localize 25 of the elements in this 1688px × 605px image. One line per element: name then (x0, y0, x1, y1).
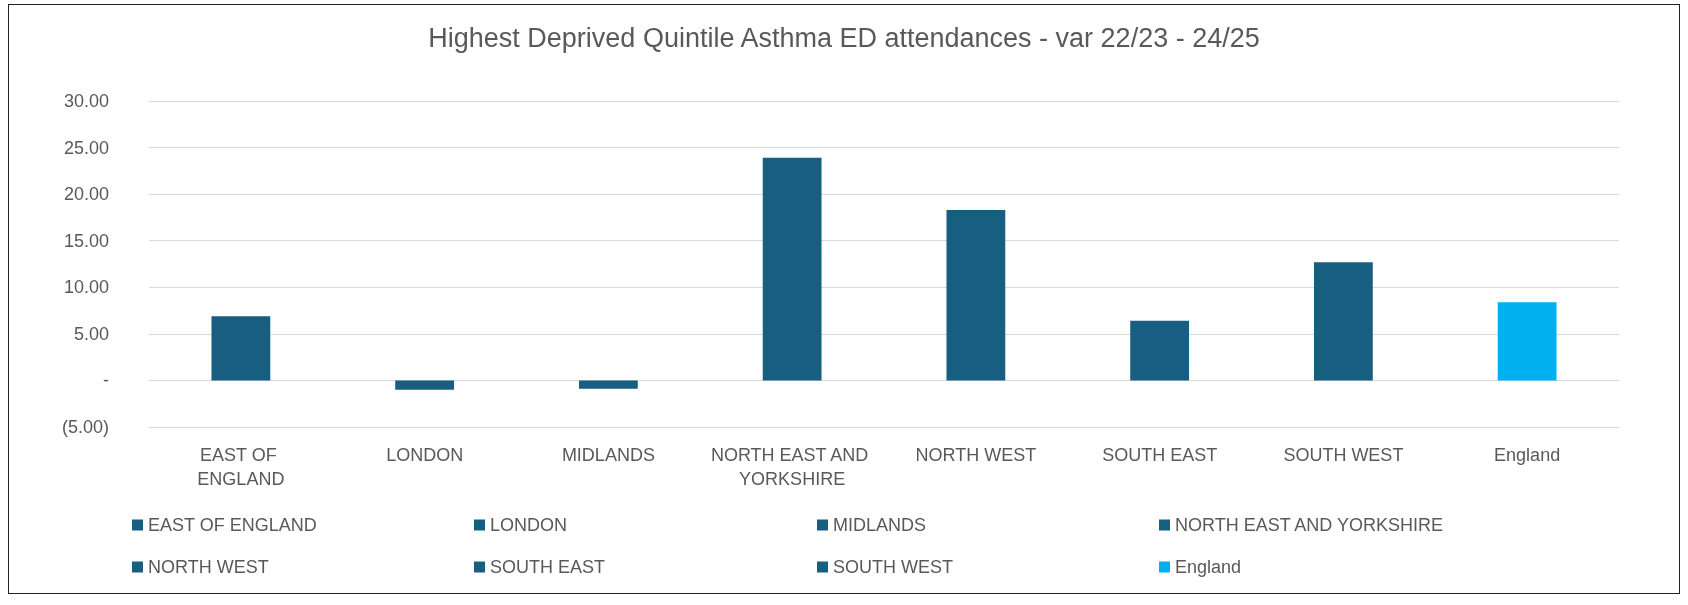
legend-label: NORTH WEST (148, 557, 269, 577)
y-tick-label: 20.00 (63, 184, 109, 205)
y-tick-label: 30.00 (63, 91, 109, 111)
x-tick-label: EAST OF ENGLAND (197, 445, 285, 489)
legend-label: SOUTH EAST (490, 557, 606, 577)
y-tick-label: 15.00 (63, 230, 109, 251)
x-tick-label: LONDON (386, 445, 464, 465)
x-tick-label: NORTH EAST AND YORKSHIRE (710, 445, 874, 489)
legend-label: SOUTH WEST (833, 557, 953, 577)
chart-title: Highest Deprived Quintile Asthma ED attendances - var 22/23 - 24/25 (428, 22, 1260, 53)
legend-label: EAST OF ENGLAND (148, 515, 317, 535)
legend-label: LONDON (490, 515, 568, 535)
x-tick-label: SOUTH WEST (1283, 445, 1404, 465)
x-tick-label: NORTH WEST (915, 445, 1037, 465)
y-tick-label: (5.00) (61, 417, 109, 437)
legend-label: NORTH EAST AND YORKSHIRE (1175, 515, 1444, 535)
x-tick-label: MIDLANDS (561, 445, 655, 465)
y-tick-label: 25.00 (63, 137, 109, 158)
x-tick-label: England (1494, 445, 1561, 465)
y-tick-label: 10.00 (63, 277, 109, 298)
y-tick-label: - (103, 370, 109, 391)
y-tick-label: 5.00 (73, 323, 109, 344)
x-tick-label: SOUTH EAST (1102, 445, 1218, 465)
legend-label: MIDLANDS (833, 515, 927, 535)
legend-label: England (1175, 557, 1242, 577)
